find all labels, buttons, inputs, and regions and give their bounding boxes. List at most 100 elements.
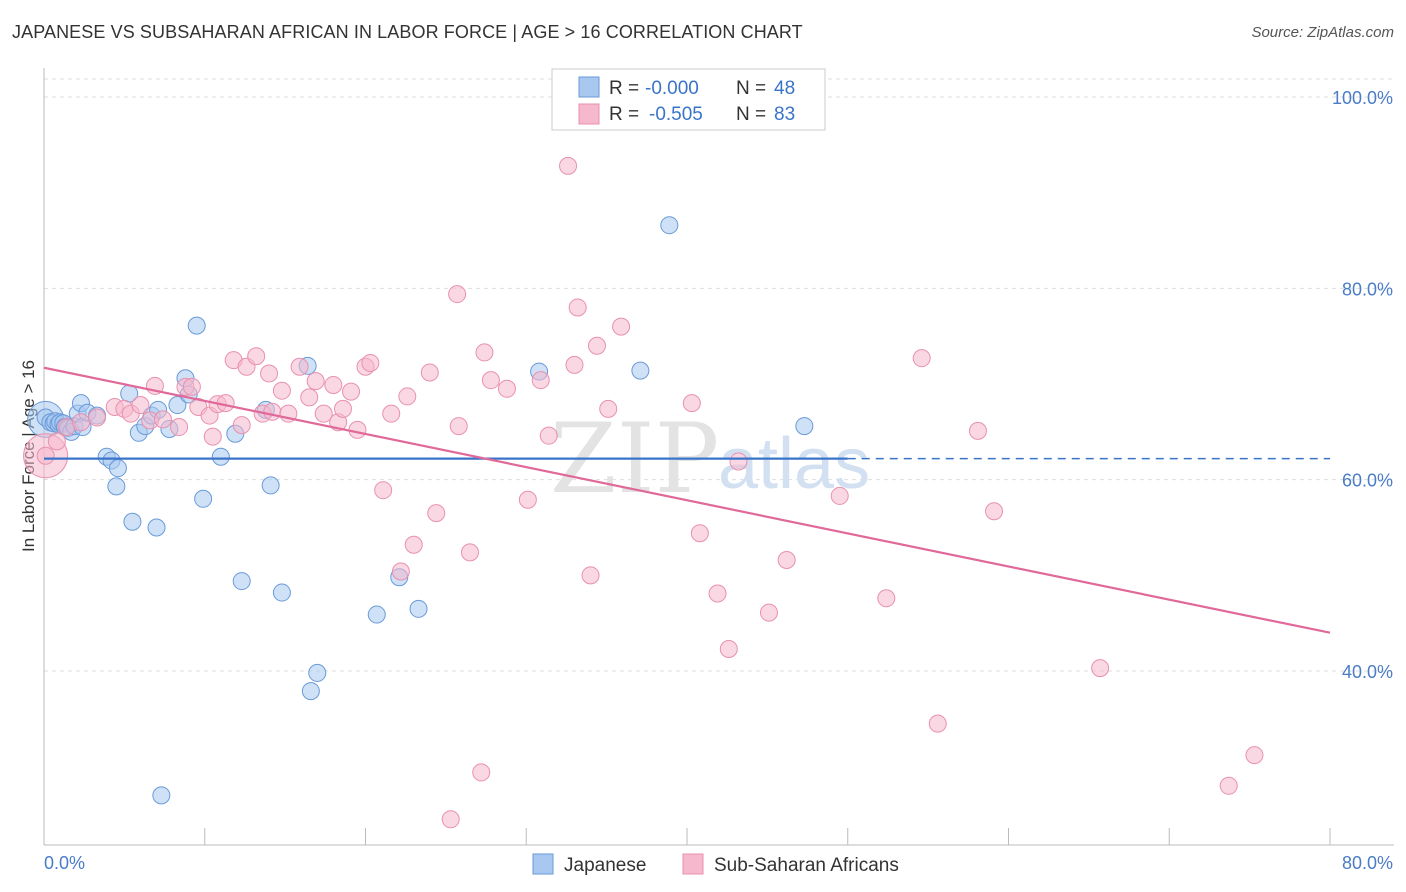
x-tick-label: 0.0% [44, 853, 85, 873]
point-subsaharan [518, 490, 537, 509]
legend-r-value-2: -0.505 [649, 104, 703, 125]
legend-n-label-1: N = [736, 78, 766, 99]
point-subsaharan [420, 363, 439, 382]
point-subsaharan [599, 399, 618, 418]
point-japanese [211, 447, 230, 466]
point-subsaharan [71, 413, 90, 432]
point-subsaharan [36, 446, 55, 465]
point-subsaharan [342, 382, 361, 401]
point-subsaharan [47, 432, 66, 451]
point-subsaharan [260, 364, 279, 383]
point-subsaharan [777, 551, 796, 570]
legend-r-value-1: -0.000 [645, 78, 699, 99]
point-japanese [795, 417, 814, 436]
point-japanese [301, 682, 320, 701]
point-subsaharan [682, 394, 701, 413]
point-subsaharan [759, 603, 778, 622]
point-japanese [367, 605, 386, 624]
bottom-legend: Japanese Sub-Saharan Africans [532, 853, 899, 876]
point-subsaharan [1245, 746, 1264, 765]
point-subsaharan [587, 336, 606, 355]
point-subsaharan [729, 452, 748, 471]
point-subsaharan [559, 156, 578, 175]
point-subsaharan [247, 347, 266, 366]
point-japanese [272, 583, 291, 602]
point-japanese [187, 316, 206, 335]
legend-n-value-1: 48 [774, 78, 795, 99]
point-subsaharan [333, 399, 352, 418]
point-subsaharan [131, 396, 150, 415]
point-subsaharan [708, 584, 727, 603]
point-japanese [152, 786, 171, 805]
trend-lines [43, 366, 1331, 634]
point-subsaharan [300, 388, 319, 407]
point-subsaharan [170, 418, 189, 437]
point-subsaharan [1219, 776, 1238, 795]
point-subsaharan [391, 562, 410, 581]
point-subsaharan [719, 639, 738, 658]
y-tick-label: 40.0% [1342, 662, 1393, 682]
point-subsaharan [539, 426, 558, 445]
point-japanese [123, 512, 142, 531]
legend: R = -0.000 N = 48 R = -0.505 N = 83 [551, 68, 826, 131]
point-subsaharan [985, 502, 1004, 521]
point-subsaharan [1091, 659, 1110, 678]
point-subsaharan [568, 298, 587, 317]
point-subsaharan [153, 410, 172, 429]
point-subsaharan [361, 353, 380, 372]
bottom-legend-swatch-subsaharan [682, 853, 704, 875]
point-subsaharan [690, 524, 709, 543]
point-japanese [168, 396, 187, 415]
point-subsaharan [374, 481, 393, 500]
chart-source: Source: ZipAtlas.com [1251, 24, 1394, 41]
point-subsaharan [472, 763, 491, 782]
y-tick-label: 100.0% [1332, 88, 1393, 108]
point-subsaharan [272, 381, 291, 400]
legend-n-label-2: N = [736, 104, 766, 125]
point-japanese [194, 489, 213, 508]
point-subsaharan [182, 377, 201, 396]
point-subsaharan [232, 416, 251, 435]
point-subsaharan [531, 371, 550, 390]
point-subsaharan [877, 589, 896, 608]
point-subsaharan [497, 379, 516, 398]
bottom-legend-swatch-japanese [532, 853, 554, 875]
point-subsaharan [448, 285, 467, 304]
legend-n-value-2: 83 [774, 104, 795, 125]
point-subsaharan [348, 420, 367, 439]
point-japanese [108, 459, 127, 478]
x-tick-label: 80.0% [1342, 853, 1393, 873]
point-subsaharan [912, 349, 931, 368]
point-subsaharan [449, 417, 468, 436]
point-subsaharan [928, 714, 947, 733]
point-subsaharan [475, 343, 494, 362]
point-subsaharan [427, 504, 446, 523]
point-japanese [631, 361, 650, 380]
point-subsaharan [404, 535, 423, 554]
point-subsaharan [581, 566, 600, 585]
legend-r-label-1: R = [609, 78, 639, 99]
point-japanese [409, 599, 428, 618]
bottom-legend-label-japanese: Japanese [564, 855, 646, 876]
point-subsaharan [263, 402, 282, 421]
point-subsaharan [306, 372, 325, 391]
point-subsaharan [968, 421, 987, 440]
bottom-legend-label-subsaharan: Sub-Saharan Africans [714, 855, 899, 876]
point-subsaharan [565, 355, 584, 374]
point-subsaharan [382, 404, 401, 423]
x-tick-labels: 0.0% 80.0% [44, 853, 1393, 873]
point-japanese [232, 572, 251, 591]
point-subsaharan [324, 375, 343, 394]
point-subsaharan [441, 810, 460, 829]
legend-r-label-2: R = [609, 104, 639, 125]
y-tick-label: 60.0% [1342, 471, 1393, 491]
series-subsaharan-points [23, 156, 1264, 829]
x-ticks [43, 828, 1331, 845]
trend-line-subsaharan [43, 366, 1331, 634]
point-subsaharan [203, 427, 222, 446]
point-subsaharan [314, 404, 333, 423]
point-subsaharan [88, 408, 107, 427]
legend-swatch-japanese [578, 76, 600, 98]
point-subsaharan [398, 387, 417, 406]
